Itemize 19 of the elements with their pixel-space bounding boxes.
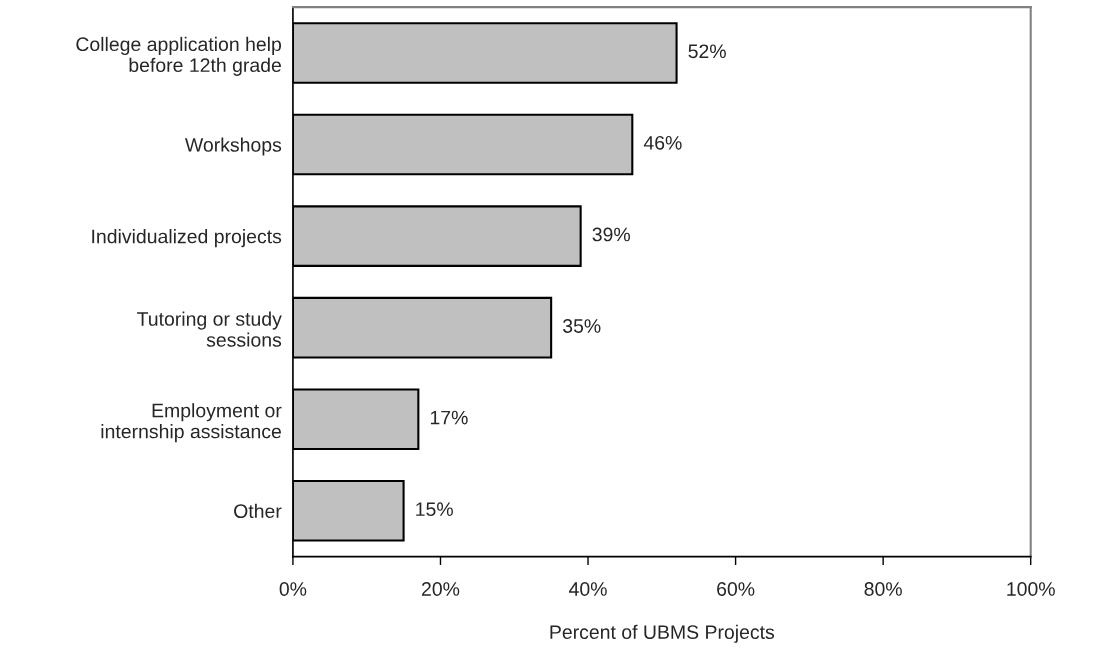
data-label: 17%: [430, 410, 468, 425]
x-axis-title: Percent of UBMS Projects: [550, 624, 775, 643]
y-tick-label: Individualized projects: [92, 229, 282, 248]
x-tick-label: 60%: [717, 582, 755, 596]
y-tick-label: Employment or internship assistance: [101, 403, 282, 443]
y-tick-label: Other: [234, 503, 282, 519]
y-tick-label: Workshops: [184, 137, 282, 156]
data-label: 39%: [592, 227, 630, 242]
data-label: 35%: [563, 319, 601, 333]
x-tick-label: 100%: [1007, 582, 1055, 596]
data-label: 46%: [643, 135, 682, 150]
data-label: 15%: [416, 502, 453, 517]
x-tick-label: 20%: [422, 582, 460, 596]
data-label: 52%: [688, 44, 726, 59]
y-tick-label: College application help before 12th grade: [76, 36, 282, 76]
x-tick-label: 40%: [569, 582, 607, 596]
x-tick-label: 0%: [279, 582, 307, 596]
x-tick-label: 80%: [864, 582, 902, 596]
y-tick-label: Tutoring or study sessions: [137, 311, 282, 347]
